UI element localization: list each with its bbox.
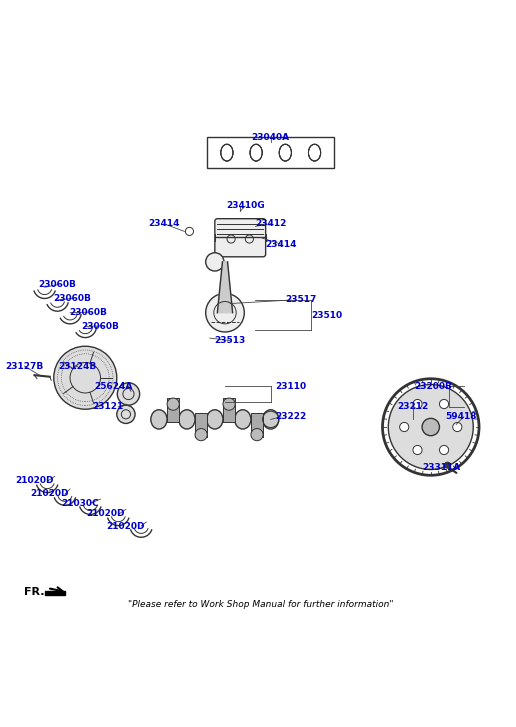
Text: 23212: 23212 bbox=[397, 402, 429, 411]
Text: 59418: 59418 bbox=[445, 412, 477, 422]
Text: FR.: FR. bbox=[24, 587, 45, 597]
Circle shape bbox=[206, 253, 224, 271]
Circle shape bbox=[251, 428, 263, 441]
Text: 21020D: 21020D bbox=[15, 476, 54, 485]
Circle shape bbox=[167, 398, 179, 410]
Circle shape bbox=[206, 294, 244, 332]
Circle shape bbox=[413, 446, 422, 454]
Text: 23510: 23510 bbox=[311, 310, 342, 320]
Text: 23414: 23414 bbox=[148, 220, 180, 228]
Text: 23200B: 23200B bbox=[414, 382, 452, 391]
Circle shape bbox=[453, 422, 462, 432]
Bar bbox=[223, 398, 235, 422]
Bar bbox=[251, 413, 263, 437]
Text: 21020D: 21020D bbox=[30, 489, 69, 497]
Circle shape bbox=[444, 462, 450, 468]
Circle shape bbox=[413, 399, 422, 409]
Text: 23517: 23517 bbox=[285, 295, 317, 305]
Ellipse shape bbox=[235, 410, 251, 429]
Text: 21030C: 21030C bbox=[61, 499, 99, 507]
Ellipse shape bbox=[207, 410, 223, 429]
Circle shape bbox=[422, 418, 440, 435]
Bar bbox=[207, 137, 334, 168]
Circle shape bbox=[400, 422, 409, 432]
Bar bbox=[167, 398, 179, 422]
Circle shape bbox=[389, 385, 473, 470]
Text: 25624A: 25624A bbox=[94, 382, 133, 391]
Text: 23060B: 23060B bbox=[38, 280, 76, 289]
Circle shape bbox=[117, 405, 135, 423]
Ellipse shape bbox=[263, 410, 279, 429]
Bar bbox=[195, 413, 207, 437]
Ellipse shape bbox=[179, 410, 195, 429]
Text: 23121: 23121 bbox=[92, 402, 124, 411]
Text: 23060B: 23060B bbox=[82, 322, 119, 332]
Text: 23412: 23412 bbox=[255, 220, 286, 228]
Polygon shape bbox=[44, 590, 65, 595]
Circle shape bbox=[54, 346, 117, 409]
Circle shape bbox=[223, 398, 235, 410]
Circle shape bbox=[117, 383, 140, 405]
Text: 23110: 23110 bbox=[276, 382, 307, 391]
FancyBboxPatch shape bbox=[215, 219, 266, 257]
Circle shape bbox=[195, 428, 207, 441]
Text: 23410G: 23410G bbox=[226, 201, 265, 211]
Text: 23311A: 23311A bbox=[422, 463, 460, 472]
Text: 23513: 23513 bbox=[215, 336, 246, 345]
Polygon shape bbox=[217, 262, 233, 313]
Text: 23040A: 23040A bbox=[252, 133, 290, 142]
Circle shape bbox=[440, 399, 448, 409]
Text: 23222: 23222 bbox=[276, 412, 307, 422]
Text: 23124B: 23124B bbox=[58, 361, 97, 371]
Text: 23060B: 23060B bbox=[69, 308, 107, 317]
Text: 23060B: 23060B bbox=[54, 294, 91, 303]
Text: "Please refer to Work Shop Manual for further information": "Please refer to Work Shop Manual for fu… bbox=[128, 601, 393, 609]
Circle shape bbox=[440, 446, 448, 454]
Text: 23414: 23414 bbox=[265, 240, 297, 249]
Text: 23127B: 23127B bbox=[5, 361, 43, 371]
Text: 21020D: 21020D bbox=[86, 509, 125, 518]
Ellipse shape bbox=[151, 410, 167, 429]
Text: 21020D: 21020D bbox=[107, 521, 145, 531]
